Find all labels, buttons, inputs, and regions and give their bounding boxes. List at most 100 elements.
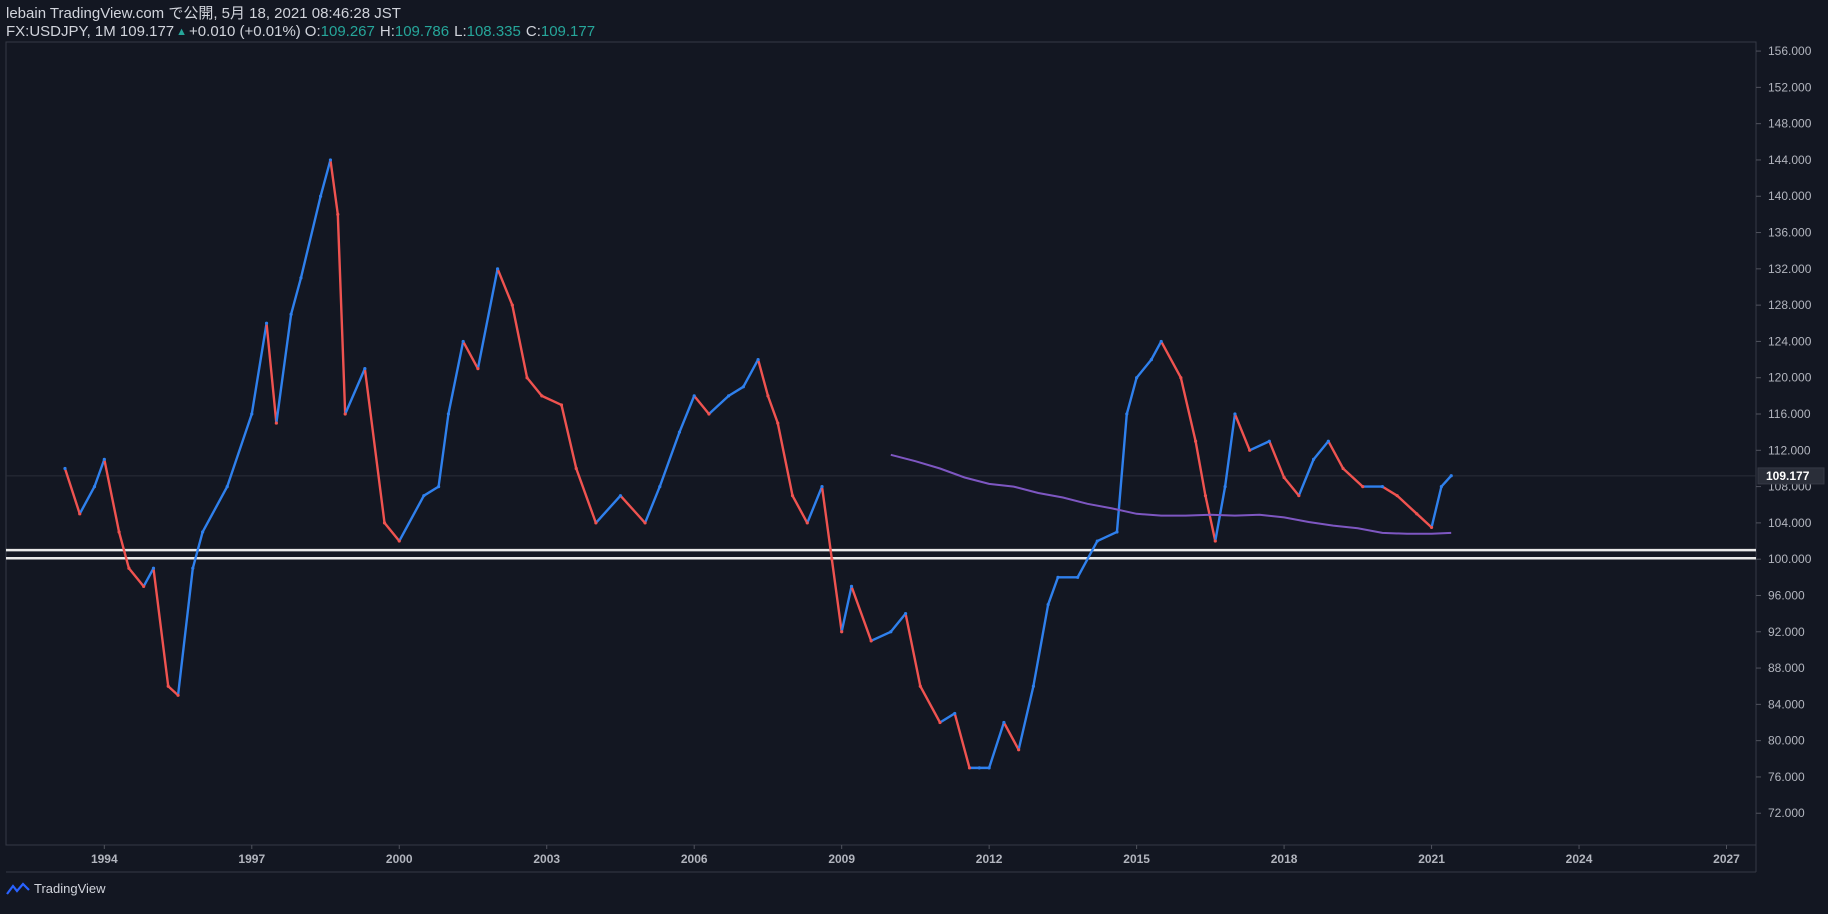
- price-segment: [319, 158, 332, 198]
- price-segment: [142, 567, 155, 588]
- price-point: [618, 494, 623, 498]
- x-tick-label: 2021: [1418, 852, 1445, 866]
- price-point: [1017, 748, 1021, 752]
- price-point: [1076, 575, 1080, 579]
- price-point: [436, 484, 441, 489]
- price-segment: [830, 557, 843, 633]
- price-segment: [422, 485, 440, 497]
- y-tick-label: 156.000: [1768, 44, 1812, 58]
- price-point: [78, 512, 82, 516]
- price-point: [343, 412, 347, 416]
- price-segment: [476, 267, 499, 370]
- price-segment: [1395, 494, 1419, 516]
- price-segment: [1125, 376, 1138, 416]
- price-point: [790, 494, 795, 498]
- price-segment: [398, 494, 426, 543]
- price-point: [805, 521, 809, 525]
- price-segment: [1150, 340, 1163, 361]
- tradingview-logo-icon: [6, 881, 30, 895]
- price-point: [1282, 475, 1286, 480]
- price-segment: [265, 322, 278, 425]
- price-segment: [525, 376, 544, 398]
- x-tick-label: 1994: [91, 852, 118, 866]
- price-point: [830, 557, 834, 561]
- symbol-label[interactable]: FX:USDJPY, 1M 109.177: [6, 23, 175, 40]
- price-segment: [78, 485, 96, 516]
- price-segment: [1297, 458, 1315, 497]
- price-point: [1159, 339, 1163, 344]
- y-tick-label: 152.000: [1768, 80, 1812, 94]
- up-arrow-icon: ▲: [176, 26, 188, 38]
- moving-average-line: [890, 453, 1452, 535]
- price-point: [1135, 376, 1139, 380]
- price-point: [849, 584, 854, 589]
- y-tick-label: 136.000: [1768, 226, 1812, 240]
- price-segment: [1248, 440, 1271, 452]
- price-point: [1203, 494, 1208, 498]
- price-segment: [987, 721, 1006, 770]
- y-tick-label: 100.000: [1768, 552, 1812, 566]
- price-segment: [1194, 440, 1207, 497]
- price-point: [1056, 575, 1060, 579]
- price-point: [1439, 484, 1443, 489]
- y-tick-label: 132.000: [1768, 262, 1812, 276]
- price-segment: [201, 485, 229, 534]
- price-segment: [226, 412, 253, 488]
- high-value: 109.786: [394, 23, 450, 40]
- price-point: [820, 484, 824, 489]
- price-point: [1149, 357, 1153, 362]
- price-point: [1248, 448, 1252, 452]
- x-tick-label: 2006: [681, 852, 708, 866]
- price-point: [476, 367, 480, 371]
- price-point: [176, 693, 180, 697]
- chart-header: lebain TradingView.com で公開, 5月 18, 2021 …: [6, 5, 600, 41]
- price-segment: [363, 367, 386, 525]
- price-point: [869, 639, 873, 643]
- price-segment: [1312, 440, 1330, 461]
- price-segment: [594, 494, 622, 525]
- price-point: [151, 566, 156, 570]
- price-segment: [117, 530, 131, 570]
- price-point: [1194, 439, 1198, 443]
- price-segment: [1223, 412, 1237, 488]
- y-tick-label: 116.000: [1768, 407, 1811, 421]
- y-tick-label: 88.000: [1768, 661, 1805, 675]
- price-segment: [678, 394, 696, 434]
- price-point: [1031, 684, 1035, 688]
- price-point: [938, 720, 942, 725]
- price-segment: [383, 521, 401, 543]
- price-point: [289, 312, 293, 316]
- change-value: +0.010 (+0.01%): [189, 23, 301, 40]
- price-point: [1449, 474, 1453, 478]
- price-segment: [850, 585, 873, 643]
- price-point: [397, 539, 401, 543]
- price-point: [319, 194, 323, 198]
- price-segment: [1430, 485, 1443, 529]
- price-segment: [275, 313, 293, 425]
- price-point: [889, 630, 893, 634]
- price-point: [250, 412, 254, 416]
- price-segment: [575, 467, 598, 525]
- x-tick-label: 2015: [1123, 852, 1150, 866]
- price-point: [1429, 525, 1434, 530]
- price-point: [977, 766, 981, 770]
- price-segment: [1002, 721, 1020, 751]
- x-tick-label: 2003: [533, 852, 560, 866]
- price-point: [692, 394, 696, 398]
- y-tick-label: 140.000: [1768, 189, 1812, 203]
- y-tick-label: 92.000: [1768, 625, 1805, 639]
- price-segment: [1341, 467, 1364, 488]
- price-segment: [250, 322, 268, 416]
- publish-line: lebain TradingView.com で公開, 5月 18, 2021 …: [6, 5, 401, 22]
- price-segment: [1179, 376, 1197, 443]
- price-segment: [658, 430, 681, 488]
- price-segment: [152, 567, 170, 688]
- price-segment: [953, 712, 971, 770]
- high-label: H:: [379, 23, 395, 40]
- price-point: [953, 711, 957, 716]
- price-segment: [1032, 603, 1050, 688]
- open-value: 109.267: [320, 23, 375, 40]
- price-point: [461, 339, 465, 344]
